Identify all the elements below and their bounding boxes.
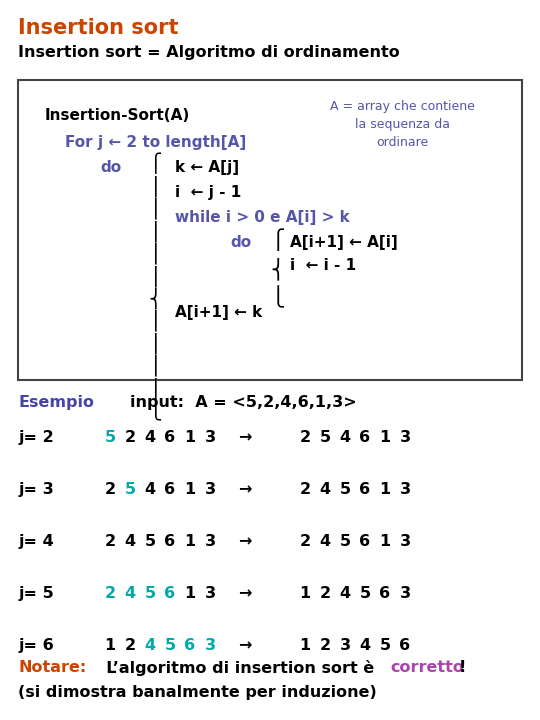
Text: A[i+1] ← A[i]: A[i+1] ← A[i]: [290, 235, 398, 250]
Text: j= 6: j= 6: [18, 638, 54, 653]
Text: 5: 5: [165, 638, 176, 653]
Text: 3: 3: [205, 482, 215, 497]
Text: 1: 1: [185, 534, 195, 549]
Text: 5: 5: [124, 482, 136, 497]
Text: 5: 5: [360, 586, 370, 601]
Text: 1: 1: [300, 638, 310, 653]
Text: 6: 6: [165, 430, 176, 445]
Text: →: →: [238, 534, 252, 549]
Text: 1: 1: [185, 482, 195, 497]
Text: 3: 3: [205, 638, 215, 653]
Text: →: →: [238, 430, 252, 445]
Text: (si dimostra banalmente per induzione): (si dimostra banalmente per induzione): [18, 685, 377, 700]
Text: 6: 6: [400, 638, 410, 653]
Text: A[i+1] ← k: A[i+1] ← k: [175, 305, 262, 320]
Text: Insertion-Sort(A): Insertion-Sort(A): [45, 108, 190, 123]
Text: 1: 1: [185, 430, 195, 445]
Text: 6: 6: [360, 534, 370, 549]
Text: do: do: [100, 160, 121, 175]
Text: j= 4: j= 4: [18, 534, 54, 549]
Text: 2: 2: [320, 638, 330, 653]
Text: 1: 1: [380, 534, 390, 549]
Text: 3: 3: [400, 482, 410, 497]
Text: 4: 4: [340, 430, 350, 445]
Text: 5: 5: [144, 534, 156, 549]
Text: 3: 3: [205, 534, 215, 549]
Text: do: do: [230, 235, 251, 250]
Text: 2: 2: [104, 586, 116, 601]
Text: 1: 1: [104, 638, 116, 653]
Text: j= 2: j= 2: [18, 430, 54, 445]
Text: Insertion sort = Algoritmo di ordinamento: Insertion sort = Algoritmo di ordinament…: [18, 45, 400, 60]
Text: 5: 5: [380, 638, 390, 653]
Text: 3: 3: [205, 430, 215, 445]
Text: For j ← 2 to length[A]: For j ← 2 to length[A]: [65, 135, 246, 150]
Text: 2: 2: [300, 534, 310, 549]
Text: 1: 1: [380, 482, 390, 497]
Text: ⎧
⎨
⎩: ⎧ ⎨ ⎩: [271, 228, 285, 308]
Text: j= 3: j= 3: [18, 482, 54, 497]
Text: 6: 6: [360, 430, 370, 445]
Text: 3: 3: [400, 430, 410, 445]
Text: 3: 3: [400, 534, 410, 549]
Text: →: →: [238, 638, 252, 653]
Text: 4: 4: [124, 586, 136, 601]
Text: Insertion sort: Insertion sort: [18, 18, 179, 38]
Text: 3: 3: [340, 638, 350, 653]
Text: 2: 2: [124, 430, 136, 445]
Text: 6: 6: [380, 586, 390, 601]
Text: 4: 4: [320, 482, 330, 497]
Text: 2: 2: [104, 534, 116, 549]
Text: 4: 4: [144, 638, 156, 653]
Text: 4: 4: [144, 482, 156, 497]
Text: 4: 4: [320, 534, 330, 549]
Text: corretto: corretto: [390, 660, 464, 675]
Text: ⎧
⎪
⎪
⎪
⎪
⎪
⎨
⎪
⎪
⎪
⎪
⎩: ⎧ ⎪ ⎪ ⎪ ⎪ ⎪ ⎨ ⎪ ⎪ ⎪ ⎪ ⎩: [148, 153, 162, 420]
Text: 6: 6: [165, 482, 176, 497]
Text: 6: 6: [185, 638, 195, 653]
Text: 1: 1: [300, 586, 310, 601]
Text: while i > 0 e A[i] > k: while i > 0 e A[i] > k: [175, 210, 350, 225]
Text: 2: 2: [320, 586, 330, 601]
Text: 1: 1: [380, 430, 390, 445]
Text: 6: 6: [165, 586, 176, 601]
Text: L’algoritmo di insertion sort è: L’algoritmo di insertion sort è: [95, 660, 380, 676]
Text: i  ← j - 1: i ← j - 1: [175, 185, 241, 200]
Text: Notare:: Notare:: [18, 660, 86, 675]
Text: 2: 2: [124, 638, 136, 653]
Text: 4: 4: [340, 586, 350, 601]
Text: 1: 1: [185, 586, 195, 601]
Text: →: →: [238, 482, 252, 497]
Text: 5: 5: [320, 430, 330, 445]
Text: 5: 5: [144, 586, 156, 601]
Text: k ← A[j]: k ← A[j]: [175, 160, 239, 175]
Text: →: →: [238, 586, 252, 601]
Text: 5: 5: [340, 482, 350, 497]
Text: 3: 3: [205, 586, 215, 601]
Text: 2: 2: [104, 482, 116, 497]
Text: 5: 5: [340, 534, 350, 549]
Text: 6: 6: [165, 534, 176, 549]
Text: j= 5: j= 5: [18, 586, 54, 601]
Text: 2: 2: [300, 482, 310, 497]
Text: 2: 2: [300, 430, 310, 445]
Text: 5: 5: [104, 430, 116, 445]
Text: 4: 4: [124, 534, 136, 549]
Text: input:  A = <5,2,4,6,1,3>: input: A = <5,2,4,6,1,3>: [130, 395, 357, 410]
Text: 6: 6: [360, 482, 370, 497]
Text: 4: 4: [144, 430, 156, 445]
Text: 4: 4: [360, 638, 370, 653]
Text: A = array che contiene
la sequenza da
ordinare: A = array che contiene la sequenza da or…: [330, 100, 475, 149]
Text: Esempio: Esempio: [18, 395, 94, 410]
Text: 3: 3: [400, 586, 410, 601]
Text: i  ← i - 1: i ← i - 1: [290, 258, 356, 273]
FancyBboxPatch shape: [18, 80, 522, 380]
Text: !: !: [459, 660, 467, 675]
